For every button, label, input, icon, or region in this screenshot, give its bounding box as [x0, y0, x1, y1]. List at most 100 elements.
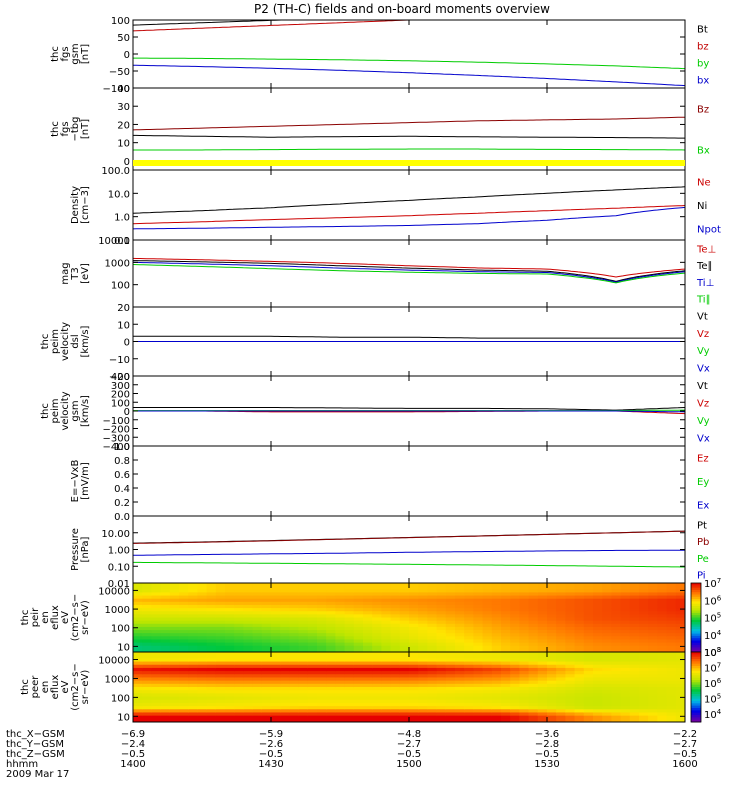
heatmap-cell: [620, 699, 631, 704]
heatmap-cell: [381, 652, 392, 656]
heatmap-cell: [510, 639, 520, 644]
heatmap-cell: [399, 674, 410, 679]
heatmap-cell: [169, 601, 180, 606]
heatmap-cell: [629, 655, 640, 659]
heatmap-cell: [593, 595, 603, 600]
heatmap-cell: [565, 583, 576, 587]
heatmap-cell: [372, 645, 382, 650]
heatmap-cell: [252, 620, 263, 625]
heatmap-cell: [133, 608, 143, 612]
heatmap-cell: [528, 642, 539, 647]
heatmap-cell: [666, 696, 677, 701]
heatmap-cell: [353, 586, 364, 590]
heatmap-cell: [160, 623, 171, 628]
heatmap-cell: [657, 658, 668, 663]
heatmap-cell: [620, 598, 631, 603]
heatmap-cell: [547, 592, 557, 597]
heatmap-cell: [234, 718, 244, 722]
heatmap-cell: [657, 589, 668, 594]
heatmap-cell: [151, 661, 162, 666]
heatmap-cell: [473, 655, 484, 659]
heatmap-cell: [445, 620, 456, 625]
heatmap-cell: [225, 620, 235, 625]
heatmap-cell: [243, 583, 254, 587]
heatmap-cell: [179, 680, 189, 685]
heatmap-cell: [252, 648, 263, 652]
heatmap-cell: [666, 586, 677, 590]
heatmap-cell: [675, 667, 685, 672]
colorbar-frame: [690, 651, 702, 723]
y-tick-label: 400: [111, 372, 130, 383]
heatmap-cell: [436, 589, 447, 594]
heatmap-cell: [409, 687, 419, 691]
heatmap-cell: [372, 655, 382, 659]
heatmap-cell: [206, 645, 217, 650]
heatmap-cell: [271, 648, 281, 652]
y-tick-label: −200: [103, 425, 130, 436]
heatmap-cell: [666, 664, 677, 669]
heatmap-cell: [344, 696, 355, 701]
heatmap-cell: [427, 592, 438, 597]
heatmap-cell: [271, 680, 281, 685]
heatmap-cell: [261, 583, 272, 587]
heatmap-cell: [611, 683, 622, 688]
heatmap-cell: [436, 604, 447, 609]
heatmap-cell: [234, 589, 244, 594]
heatmap-cell: [556, 693, 566, 698]
heatmap-cell: [473, 712, 484, 717]
colorbar-tick-label: 104: [704, 708, 722, 721]
heatmap-cell: [381, 614, 392, 619]
heatmap-cell: [390, 664, 401, 669]
heatmap-cell: [307, 592, 318, 597]
heatmap-cell: [528, 589, 539, 594]
heatmap-cell: [418, 683, 428, 688]
heatmap-cell: [593, 709, 603, 714]
heatmap-cell: [335, 592, 346, 597]
series-group-fgs_gsm: [133, 20, 685, 87]
heatmap-cell: [491, 608, 502, 612]
heatmap-cell: [353, 620, 364, 625]
heatmap-cell: [409, 715, 419, 720]
heatmap-cell: [271, 614, 281, 619]
heatmap-cell: [206, 604, 217, 609]
heatmap-cell: [501, 583, 511, 587]
heatmap-cell: [565, 645, 576, 650]
heatmap-cell: [620, 626, 631, 631]
heatmap-cell: [197, 614, 208, 619]
heatmap-cell: [629, 664, 640, 669]
heatmap-cell: [455, 699, 465, 704]
heatmap-cell: [289, 706, 300, 710]
series-group-density: [133, 186, 685, 230]
heatmap-cell: [160, 652, 171, 656]
heatmap-cell: [547, 639, 557, 644]
colorbar-segment: [691, 717, 701, 721]
heatmap-cell: [160, 648, 171, 652]
heatmap-cell: [675, 680, 685, 685]
heatmap-cell: [593, 608, 603, 612]
heatmap-cell: [574, 611, 585, 615]
heatmap-cell: [381, 712, 392, 717]
heatmap-cell: [657, 586, 668, 590]
heatmap-cell: [519, 677, 530, 682]
heatmap-cell: [602, 699, 612, 704]
heatmap-cell: [445, 715, 456, 720]
heatmap-cell: [215, 699, 226, 704]
heatmap-cell: [252, 623, 263, 628]
heatmap-cell: [510, 658, 520, 663]
heatmap-cell: [620, 639, 631, 644]
heatmap-cell: [501, 693, 511, 698]
heatmap-cell: [574, 648, 585, 652]
heatmap-cell: [666, 683, 677, 688]
heatmap-cell: [611, 702, 622, 707]
heatmap-cell: [537, 636, 548, 641]
heatmap-cell: [639, 636, 649, 641]
heatmap-cell: [519, 620, 530, 625]
heatmap-cell: [455, 667, 465, 672]
heatmap-cell: [169, 611, 180, 615]
heatmap-cell: [225, 715, 235, 720]
heatmap-cell: [583, 614, 594, 619]
heatmap-cell: [436, 626, 447, 631]
heatmap-cell: [381, 589, 392, 594]
heatmap-cell: [501, 617, 511, 622]
